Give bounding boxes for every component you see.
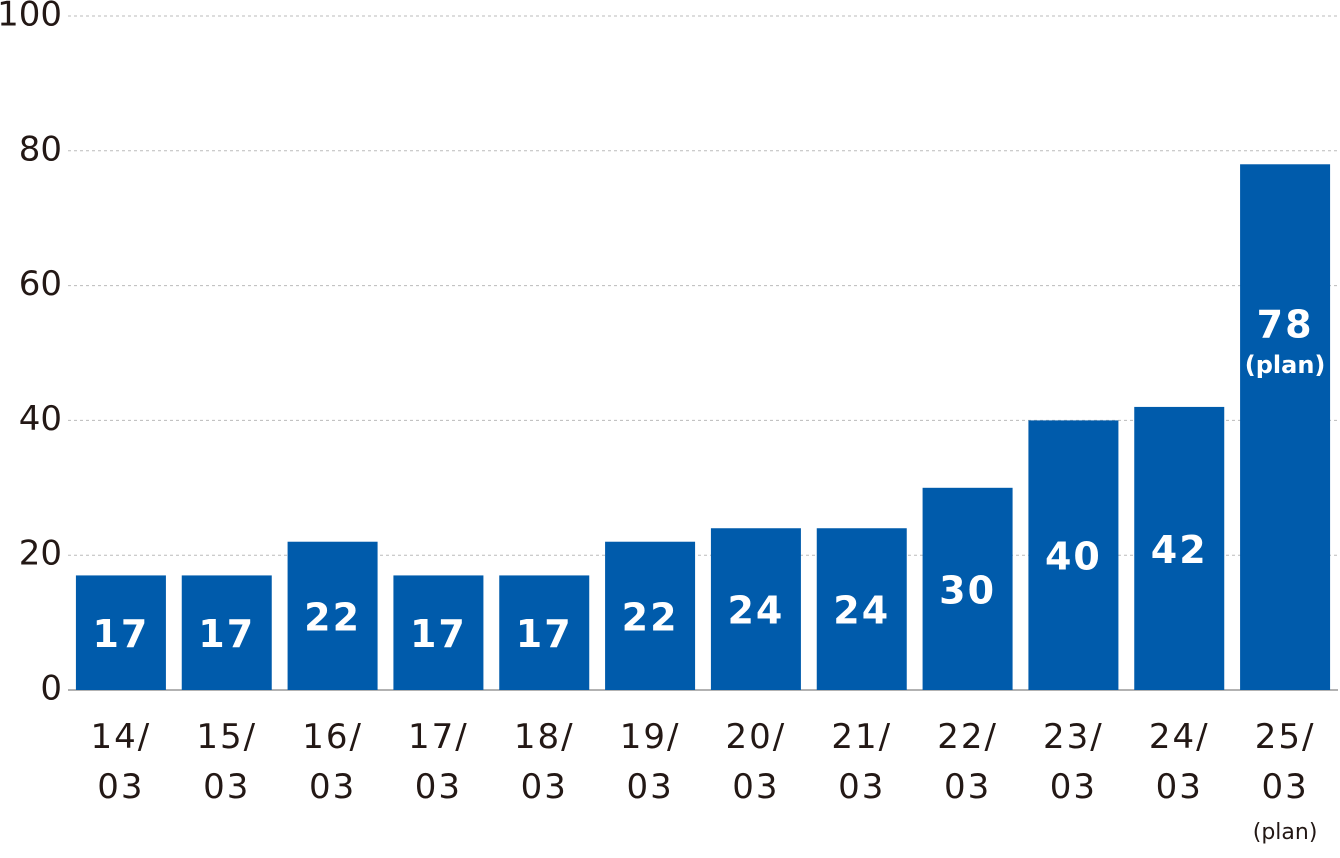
bar — [1240, 164, 1331, 690]
y-tick-label: 40 — [19, 399, 62, 439]
y-tick-label: 80 — [19, 129, 62, 169]
bar — [816, 528, 907, 690]
x-tick-label: 22/ 03 — [937, 717, 998, 807]
x-tick-label: 16/ 03 — [302, 717, 363, 807]
bar — [1028, 420, 1119, 690]
bar — [1134, 406, 1225, 690]
bar — [393, 575, 484, 690]
value-label: 17 — [410, 612, 467, 656]
value-label: 17 — [92, 612, 149, 656]
x-tick-label: 17/ 03 — [408, 717, 469, 807]
value-label: 24 — [833, 589, 890, 633]
value-label: 30 — [939, 568, 996, 612]
x-tick-note: (plan) — [1252, 820, 1318, 845]
bar — [499, 575, 590, 690]
y-tick-label: 100 — [0, 0, 62, 35]
x-tick-label: 18/ 03 — [513, 717, 575, 807]
value-label-note: (plan) — [1244, 351, 1326, 380]
x-tick-label: 24/ 03 — [1148, 717, 1210, 807]
x-tick-label: 19/ 03 — [619, 717, 681, 807]
bar — [922, 487, 1013, 690]
x-tick-label: 25/ 03 — [1254, 717, 1316, 807]
bar — [75, 575, 166, 690]
bar — [287, 541, 378, 690]
x-tick-label: 20/ 03 — [725, 717, 787, 807]
y-tick-label: 0 — [40, 669, 62, 709]
value-label: 22 — [304, 595, 361, 639]
y-tick-label: 60 — [19, 264, 62, 304]
x-tick-label: 15/ 03 — [196, 717, 258, 807]
value-label: 22 — [622, 595, 679, 639]
value-label: 40 — [1045, 535, 1102, 579]
x-tick-label: 21/ 03 — [831, 717, 893, 807]
x-tick-label: 23/ 03 — [1043, 717, 1104, 807]
bar — [710, 528, 801, 690]
value-label: 42 — [1151, 528, 1208, 572]
value-label: 17 — [198, 612, 255, 656]
bar — [605, 541, 696, 690]
value-label: 78 — [1257, 303, 1314, 347]
bar — [181, 575, 272, 690]
value-label: 24 — [727, 589, 784, 633]
value-label: 17 — [516, 612, 573, 656]
y-tick-label: 20 — [19, 534, 62, 574]
x-tick-label: 14/ 03 — [90, 717, 152, 807]
